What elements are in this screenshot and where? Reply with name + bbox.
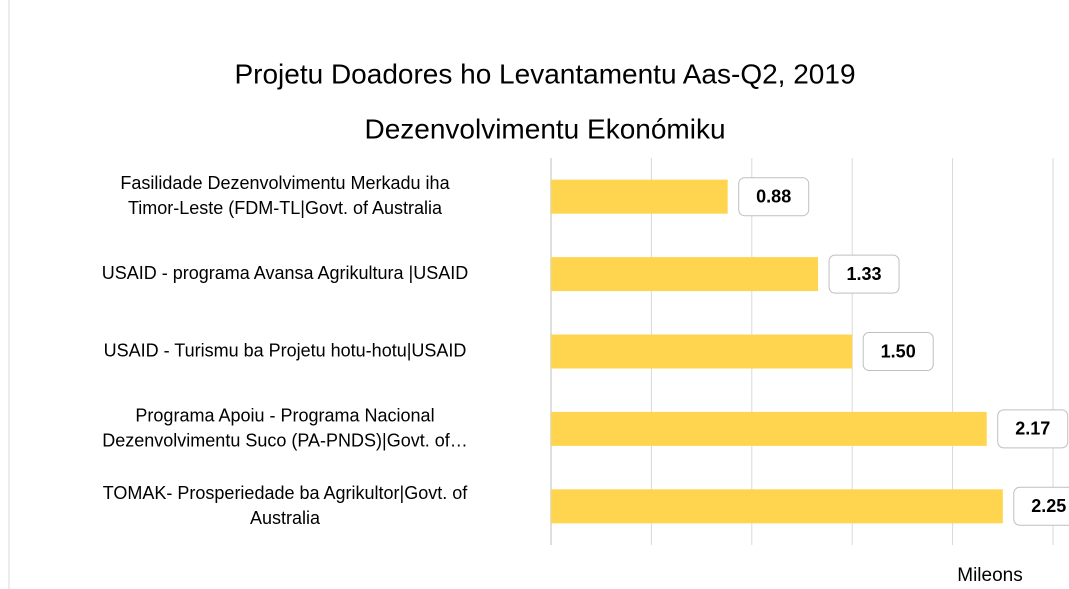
frame (8, 0, 10, 589)
chart-subtitle: Dezenvolvimentu Ekonómiku (364, 113, 725, 144)
y-tick-label: USAID - programa Avansa Agrikultura |USA… (102, 263, 469, 283)
value-label: 1.50 (881, 341, 916, 361)
label-line: Fasilidade Dezenvolvimentu Merkadu iha (120, 173, 450, 193)
value-label: 2.17 (1015, 419, 1050, 439)
value-label-box (862, 332, 934, 371)
value-label-box (738, 177, 810, 217)
value-label-box (997, 409, 1069, 449)
y-tick-label: TOMAK- Prosperiedade ba Agrikultor|Govt.… (103, 483, 469, 528)
label-line: Australia (250, 508, 321, 528)
value-label-box (828, 254, 900, 294)
chart-title: Projetu Doadores ho Levantamentu Aas-Q2,… (234, 58, 855, 89)
bar (551, 179, 728, 214)
label-line: Programa Apoiu - Programa Nacional (135, 405, 434, 425)
bar (551, 334, 853, 369)
y-tick-label: Fasilidade Dezenvolvimentu Merkadu iha Ti… (120, 173, 450, 218)
label-line: USAID - Turismu ba Projetu hotu-hotu|USA… (104, 340, 467, 360)
value-label-box (1013, 486, 1069, 526)
value-label: 0.88 (756, 186, 791, 206)
y-tick-label: Programa Apoiu - Programa Nacional Dezenv… (102, 405, 467, 450)
x-axis-label: Mileons (957, 565, 1022, 586)
bar (551, 257, 819, 292)
label-line: USAID - programa Avansa Agrikultura |USA… (102, 263, 469, 283)
label-line: Dezenvolvimentu Suco (PA-PNDS)|Govt. of… (102, 430, 467, 450)
label-line: TOMAK- Prosperiedade ba Agrikultor|Govt.… (103, 483, 469, 503)
value-label: 1.33 (847, 264, 882, 284)
bar (551, 489, 1003, 524)
y-tick-label: USAID - Turismu ba Projetu hotu-hotu|USA… (104, 340, 467, 360)
label-line: Timor-Leste (FDM-TL|Govt. of Australia (128, 198, 443, 218)
value-label: 2.25 (1031, 496, 1066, 516)
bar (551, 411, 987, 446)
